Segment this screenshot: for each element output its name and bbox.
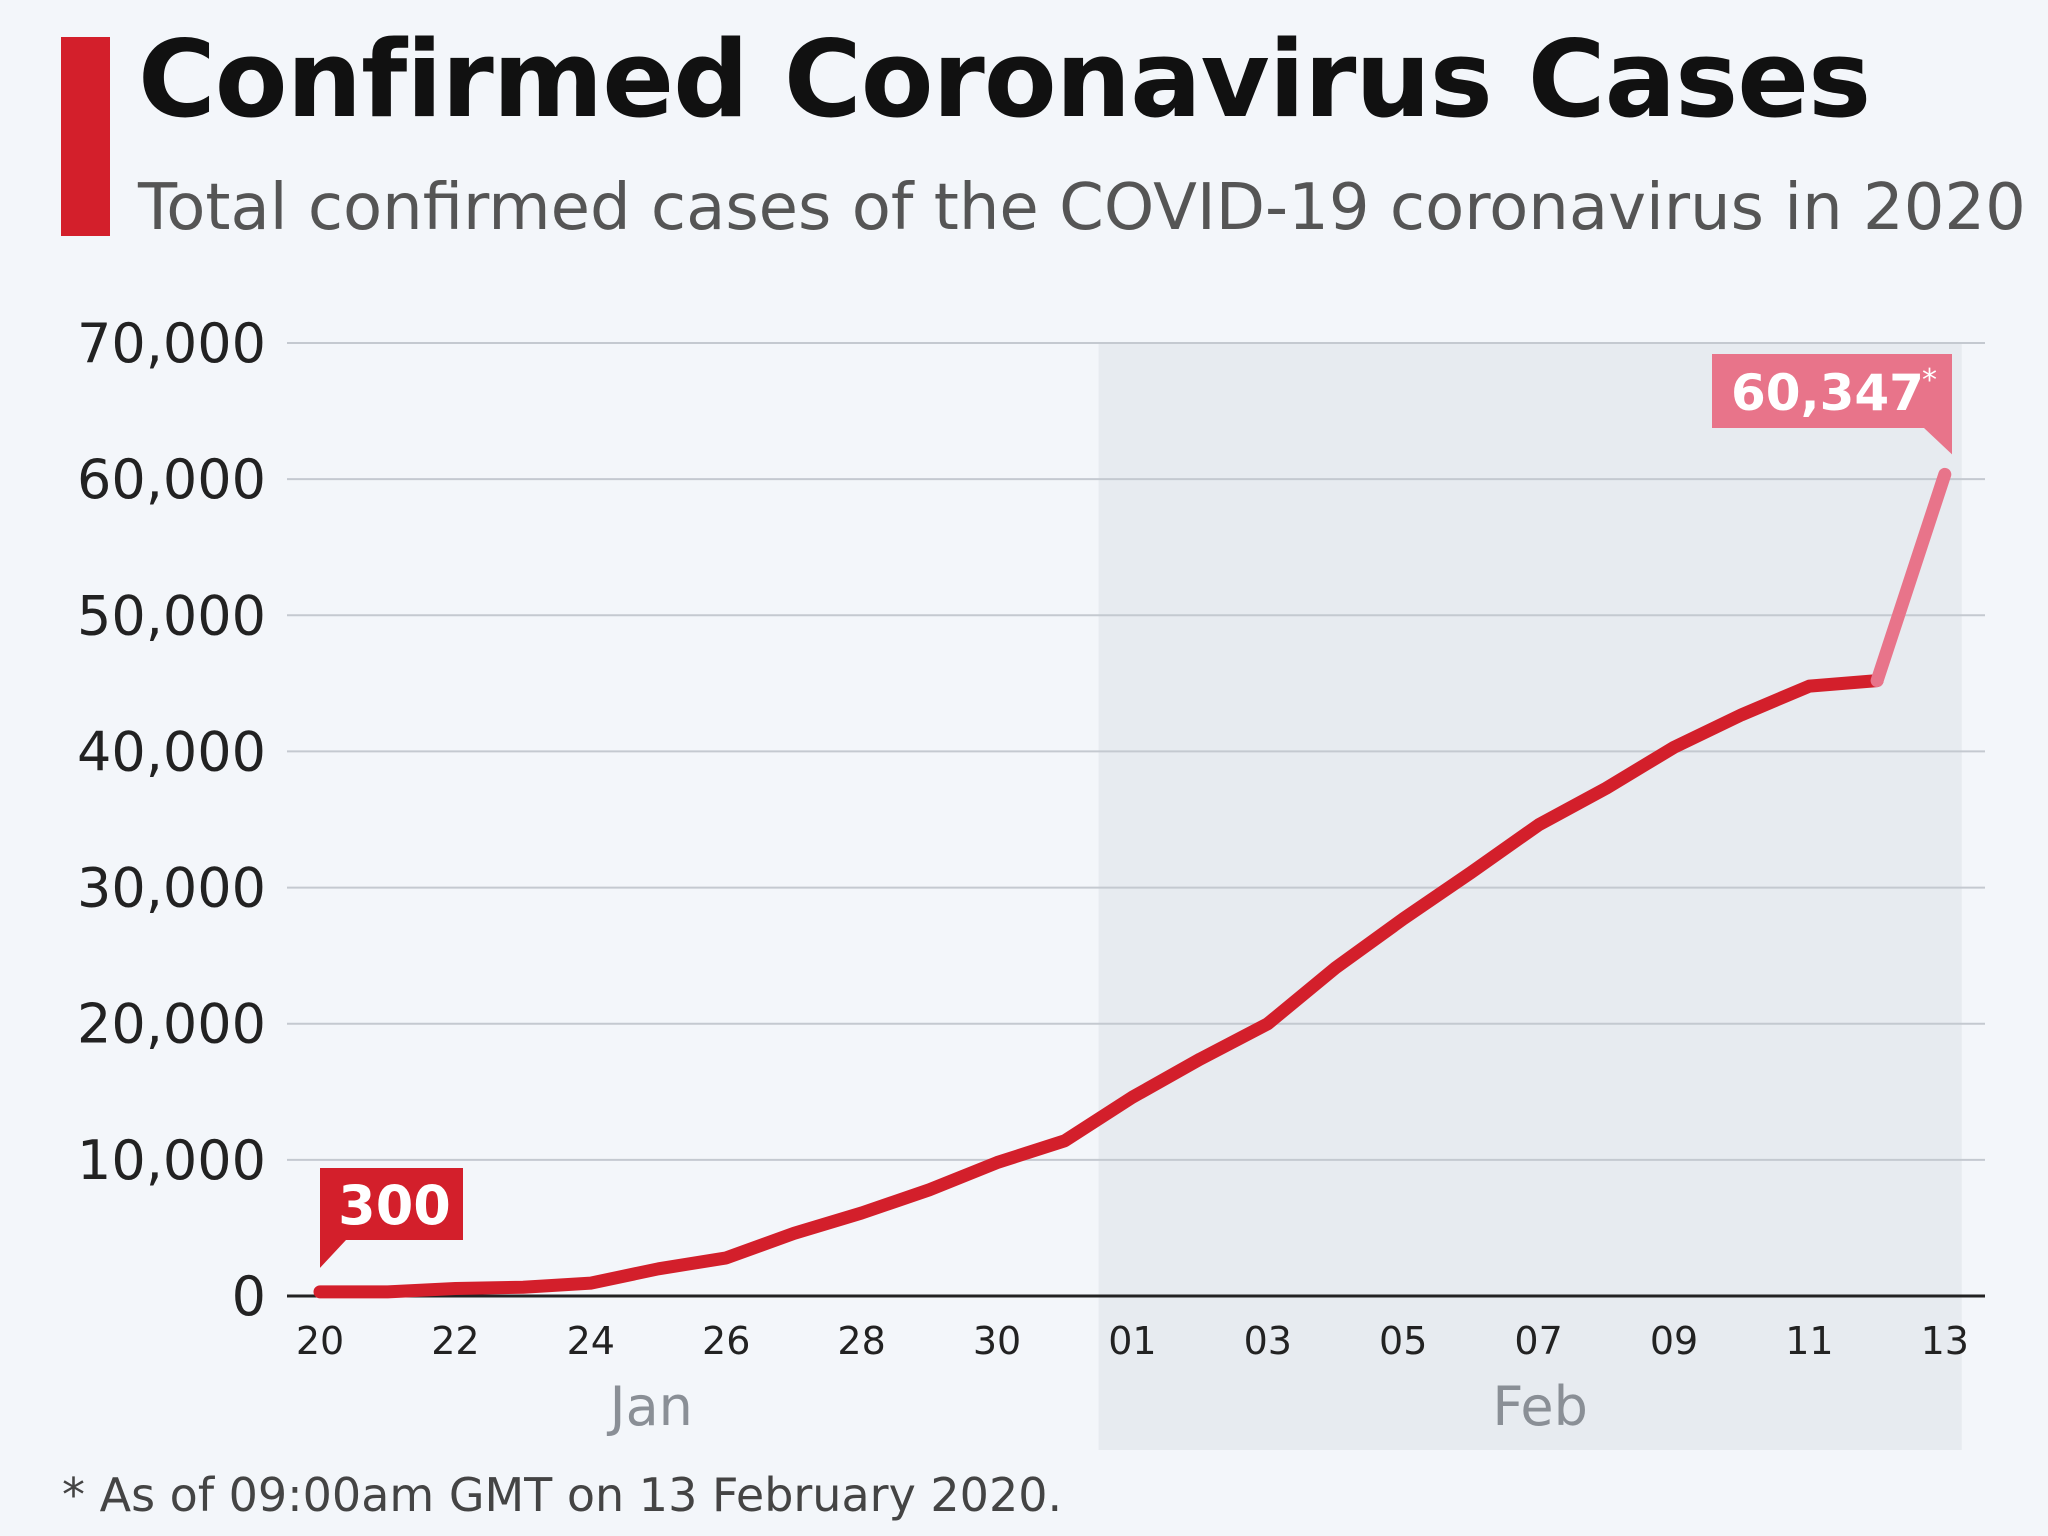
month-label: Jan <box>607 1375 693 1438</box>
x-tick-label: 05 <box>1379 1319 1427 1363</box>
y-tick-label: 50,000 <box>77 584 266 647</box>
x-tick-label: 30 <box>973 1319 1021 1363</box>
accent-bar <box>61 37 110 236</box>
y-tick-label: 10,000 <box>77 1129 266 1192</box>
month-labels-group: Jan Feb <box>607 1375 1588 1438</box>
last-value-label: 60,347 <box>1731 364 1924 422</box>
annotations-group: 300 60,347* <box>320 354 1952 1268</box>
y-tick-label: 20,000 <box>77 993 266 1056</box>
x-tick-label: 03 <box>1244 1319 1292 1363</box>
y-tick-label: 0 <box>232 1265 266 1328</box>
x-tick-label: 09 <box>1650 1319 1698 1363</box>
x-tick-label: 24 <box>567 1319 615 1363</box>
series-group <box>313 467 1952 1299</box>
shaded-region-group <box>1098 343 1962 1450</box>
last-value-asterisk: * <box>1922 363 1937 398</box>
month-label: Feb <box>1492 1375 1588 1438</box>
x-tick-label: 11 <box>1785 1319 1833 1363</box>
chart-title: Confirmed Coronavirus Cases <box>138 18 1871 141</box>
x-tick-label: 01 <box>1108 1319 1156 1363</box>
y-tick-labels-group: 0 10,000 20,000 30,000 40,000 50,000 60,000 70,… <box>77 312 266 1328</box>
x-tick-label: 13 <box>1921 1319 1969 1363</box>
y-tick-label: 40,000 <box>77 720 266 783</box>
y-tick-label: 70,000 <box>77 312 266 375</box>
x-tick-label: 22 <box>431 1319 479 1363</box>
x-tick-label: 26 <box>702 1319 750 1363</box>
footnote: * As of 09:00am GMT on 13 February 2020. <box>62 1468 1063 1522</box>
x-tick-label: 20 <box>296 1319 344 1363</box>
first-value-label: 300 <box>338 1174 451 1237</box>
x-tick-labels-group: 20 22 24 26 28 30 01 03 05 07 09 11 13 <box>296 1319 1969 1363</box>
series-line <box>313 674 1884 1299</box>
first-value-label-box <box>320 1168 463 1268</box>
chart-subtitle: Total confirmed cases of the COVID-19 co… <box>138 171 2026 245</box>
y-tick-label: 30,000 <box>77 857 266 920</box>
series-line-last-segment <box>1870 467 1952 688</box>
gridlines-group <box>287 342 1985 1298</box>
y-tick-label: 60,000 <box>77 448 266 511</box>
x-tick-label: 07 <box>1514 1319 1562 1363</box>
x-tick-label: 28 <box>837 1319 885 1363</box>
last-value-label-box <box>1712 354 1952 455</box>
shaded-region-feb <box>1098 343 1962 1450</box>
